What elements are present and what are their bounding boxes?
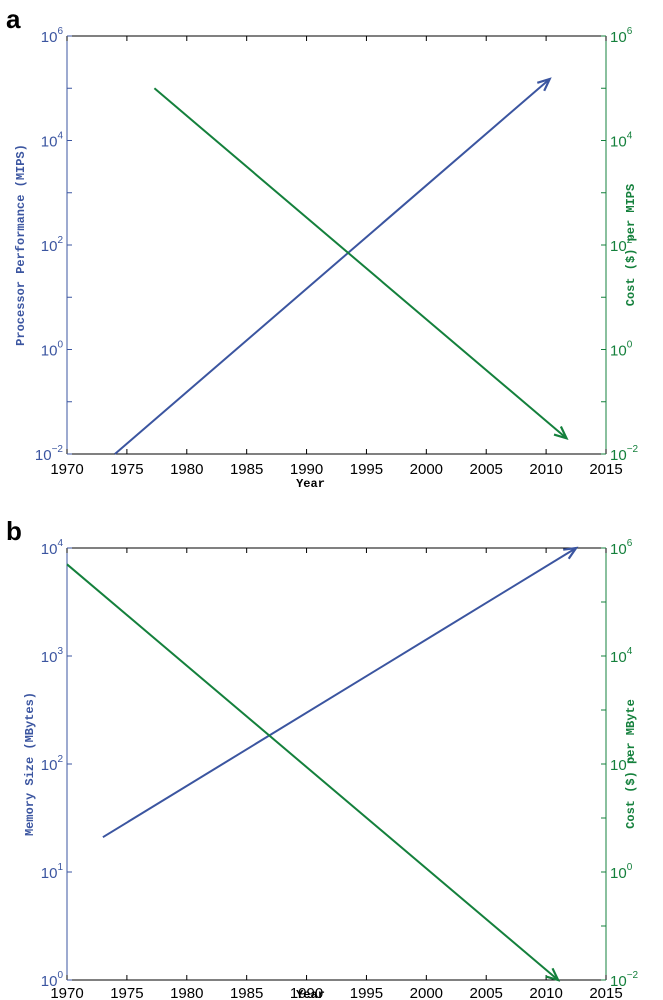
- y-axis-title-right: Cost ($) per MIPS: [624, 184, 638, 306]
- x-axis-title: Year: [296, 988, 325, 1000]
- y-tick-label-right: 100: [610, 862, 633, 882]
- y-tick-label-right: 104: [610, 131, 633, 151]
- x-tick-label: 1985: [230, 461, 263, 478]
- y-tick-label-left: 101: [41, 862, 64, 882]
- y-tick-label-left: 106: [41, 26, 64, 46]
- x-tick-label: 2005: [470, 985, 503, 1000]
- y-tick-label-right: 100: [610, 340, 633, 360]
- panel-letter: a: [6, 4, 21, 34]
- x-tick-label: 2000: [410, 985, 443, 1000]
- x-axis-title: Year: [296, 477, 325, 491]
- y-tick-label-left: 102: [41, 235, 64, 255]
- x-tick-label: 1980: [170, 985, 203, 1000]
- x-tick-label: 1970: [50, 461, 83, 478]
- x-tick-label: 1995: [350, 985, 383, 1000]
- y-axis-title-right: Cost ($) per MByte: [624, 699, 638, 829]
- y-tick-label-left: 100: [41, 340, 64, 360]
- x-tick-label: 1975: [110, 461, 143, 478]
- x-tick-label: 1995: [350, 461, 383, 478]
- x-tick-label: 1975: [110, 985, 143, 1000]
- series-line-right: [153, 87, 568, 440]
- x-tick-label: 1970: [50, 985, 83, 1000]
- y-tick-label-left: 104: [41, 131, 64, 151]
- y-tick-label-right: 106: [610, 26, 633, 46]
- y-axis-title-left: Processor Performance (MIPS): [14, 144, 28, 346]
- y-tick-label-right: 104: [610, 646, 633, 666]
- y-tick-label-right: 10−2: [610, 444, 639, 464]
- series-arrowhead-right: [553, 426, 569, 441]
- y-tick-label-right: 102: [610, 235, 633, 255]
- y-tick-label-left: 102: [41, 754, 64, 774]
- series-line-right: [66, 563, 559, 981]
- y-tick-label-right: 102: [610, 754, 633, 774]
- x-tick-label: 2015: [589, 985, 622, 1000]
- y-tick-label-right: 106: [610, 538, 633, 558]
- panel-letter: b: [6, 516, 22, 546]
- x-tick-label: 1990: [290, 985, 323, 1000]
- series-arrowhead-left: [563, 546, 579, 560]
- x-tick-label: 1990: [290, 461, 323, 478]
- x-tick-label: 2000: [410, 461, 443, 478]
- x-tick-label: 2010: [529, 985, 562, 1000]
- y-tick-label-left: 100: [41, 970, 64, 990]
- x-tick-label: 2015: [589, 461, 622, 478]
- series-arrowhead-left: [536, 77, 552, 92]
- y-tick-label-left: 104: [41, 538, 64, 558]
- series-line-left: [102, 547, 577, 839]
- x-tick-label: 1980: [170, 461, 203, 478]
- x-tick-label: 2005: [470, 461, 503, 478]
- y-tick-label-left: 103: [41, 646, 64, 666]
- y-axis-title-left: Memory Size (MBytes): [23, 692, 37, 836]
- chart-panel-a: a 1970 1975 1980 1985 1990 1995 2000 2005 2010 201…: [6, 4, 639, 491]
- chart-panel-b: b 1970 1975 1980 1985 1990 1995 2000 2005 2010 201…: [6, 516, 639, 1000]
- y-tick-label-left: 10−2: [35, 444, 64, 464]
- series-arrowhead-right: [545, 967, 561, 982]
- y-tick-label-right: 10−2: [610, 970, 639, 990]
- x-tick-label: 2010: [529, 461, 562, 478]
- series-line-left: [114, 78, 551, 455]
- x-tick-label: 1985: [230, 985, 263, 1000]
